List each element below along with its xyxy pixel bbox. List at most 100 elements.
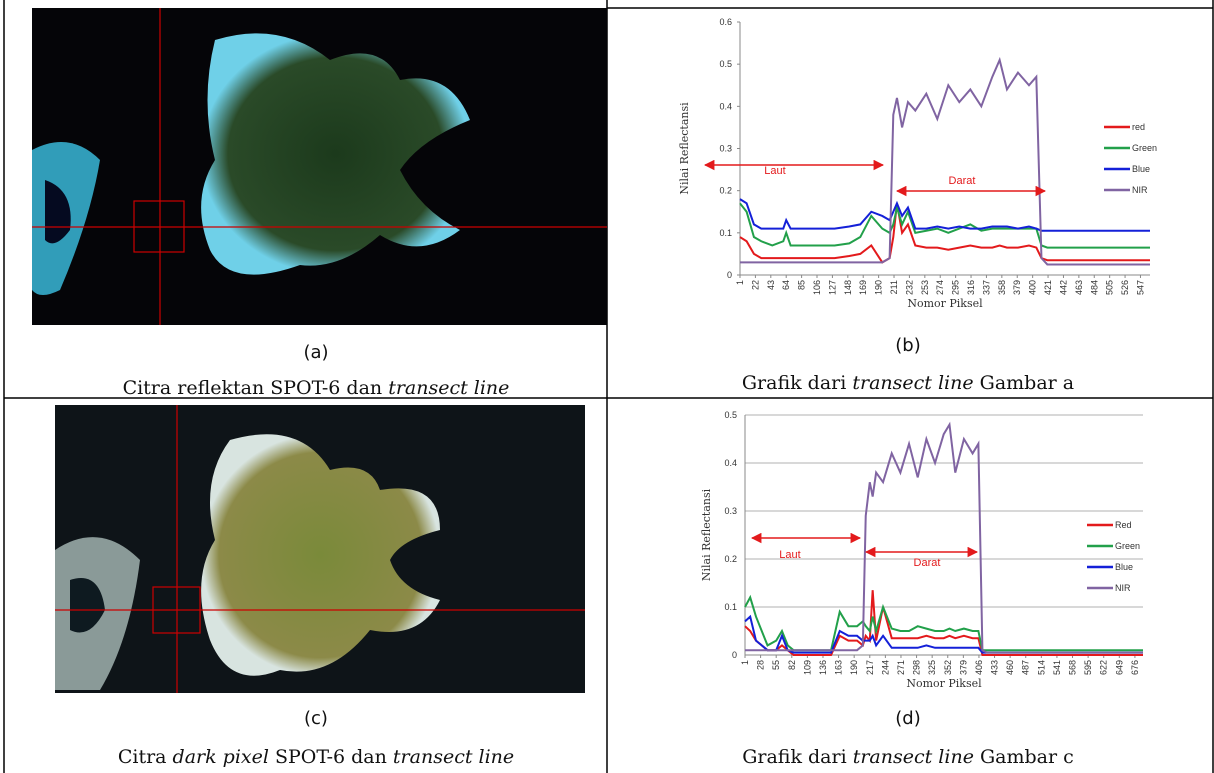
y-tick-label: 0.1 [719, 228, 732, 238]
x-tick-label: 190 [849, 660, 859, 675]
x-tick-label: 82 [787, 660, 797, 670]
page: (a) Citra reflektan SPOT-6 dan transect … [0, 0, 1214, 773]
series-line [745, 597, 1143, 650]
x-tick-label: 1 [740, 660, 750, 665]
x-tick-label: 163 [834, 660, 844, 675]
y-tick-label: 0 [732, 650, 737, 660]
legend-label: NIR [1132, 185, 1148, 195]
annotation: Darat [949, 175, 976, 187]
x-tick-label: 337 [981, 280, 991, 295]
legend-label: Blue [1115, 562, 1133, 572]
x-tick-label: 271 [896, 660, 906, 675]
x-tick-label: 244 [880, 660, 890, 675]
caption-part: Gambar c [974, 746, 1074, 768]
caption-part: SPOT-6 dan [269, 746, 393, 768]
y-tick-label: 0 [727, 270, 732, 280]
x-axis-label: Nomor Piksel [907, 297, 983, 310]
x-tick-label: 352 [943, 660, 953, 675]
annotation: Laut [779, 549, 800, 561]
x-tick-label: 274 [935, 280, 945, 295]
x-tick-label: 1 [735, 280, 745, 285]
x-tick-label: 85 [797, 280, 807, 290]
caption-part: Citra [118, 746, 173, 768]
series-line [745, 617, 1143, 653]
legend-label: NIR [1115, 583, 1131, 593]
legend-label: Red [1115, 520, 1132, 530]
y-tick-label: 0.1 [724, 602, 737, 612]
y-tick-label: 0.6 [719, 17, 732, 27]
x-tick-label: 22 [750, 280, 760, 290]
caption: Citra reflektan SPOT-6 dan transect line [123, 377, 510, 399]
x-tick-label: 433 [990, 660, 1000, 675]
caption-part: transect line [393, 746, 514, 768]
x-tick-label: 568 [1068, 660, 1078, 675]
x-tick-label: 421 [1043, 280, 1053, 295]
panel-label: (d) [895, 708, 920, 729]
x-tick-label: 325 [927, 660, 937, 675]
x-tick-label: 298 [912, 660, 922, 675]
x-tick-label: 28 [756, 660, 766, 670]
caption: Grafik dari transect line Gambar a [742, 372, 1074, 394]
image-a [32, 8, 607, 325]
x-tick-label: 295 [951, 280, 961, 295]
series-line [740, 203, 1150, 262]
caption-part: Grafik dari [742, 746, 853, 768]
y-tick-label: 0.2 [719, 186, 732, 196]
legend-label: Blue [1132, 164, 1150, 174]
x-tick-label: 526 [1120, 280, 1130, 295]
x-tick-label: 379 [1012, 280, 1022, 295]
x-tick-label: 136 [818, 660, 828, 675]
y-tick-label: 0.4 [724, 458, 737, 468]
series-line [740, 203, 1150, 247]
caption-part: transect line [853, 746, 974, 768]
x-tick-label: 595 [1083, 660, 1093, 675]
x-tick-label: 460 [1005, 660, 1015, 675]
y-tick-label: 0.4 [719, 101, 732, 111]
caption: Grafik dari transect line Gambar c [742, 746, 1074, 768]
series-line [745, 590, 1143, 655]
series-line [740, 60, 1150, 265]
y-tick-label: 0.3 [724, 506, 737, 516]
caption: Citra dark pixel SPOT-6 dan transect lin… [118, 746, 514, 768]
legend-label: red [1132, 122, 1145, 132]
caption-part: transect line [852, 372, 973, 394]
x-tick-label: 676 [1130, 660, 1140, 675]
panel-label: (a) [303, 342, 328, 363]
x-tick-label: 649 [1114, 660, 1124, 675]
annotation: Laut [764, 165, 785, 177]
x-tick-label: 64 [781, 280, 791, 290]
x-tick-label: 253 [920, 280, 930, 295]
image-c [55, 405, 585, 693]
x-tick-label: 487 [1021, 660, 1031, 675]
x-tick-label: 169 [858, 280, 868, 295]
x-tick-label: 211 [889, 280, 899, 294]
x-tick-label: 505 [1105, 280, 1115, 295]
x-tick-label: 190 [874, 280, 884, 295]
x-tick-label: 622 [1099, 660, 1109, 675]
legend-label: Green [1132, 143, 1157, 153]
y-axis-label: Nilai Reflectansi [678, 102, 691, 195]
caption-part: Gambar a [974, 372, 1075, 394]
x-tick-label: 463 [1074, 280, 1084, 295]
caption-part: dark pixel [173, 746, 269, 768]
x-tick-label: 379 [958, 660, 968, 675]
x-tick-label: 55 [771, 660, 781, 670]
x-tick-label: 43 [766, 280, 776, 290]
x-tick-label: 547 [1135, 280, 1145, 295]
y-tick-label: 0.5 [724, 410, 737, 420]
x-tick-label: 106 [812, 280, 822, 295]
x-tick-label: 148 [843, 280, 853, 295]
x-tick-label: 232 [904, 280, 914, 295]
x-tick-label: 484 [1089, 280, 1099, 295]
caption-part: Grafik dari [742, 372, 853, 394]
series-line [740, 199, 1150, 231]
x-tick-label: 127 [827, 280, 837, 295]
caption-part: Citra reflektan SPOT-6 dan [123, 377, 389, 399]
x-tick-label: 109 [802, 660, 812, 675]
x-tick-label: 217 [865, 660, 875, 675]
y-tick-label: 0.2 [724, 554, 737, 564]
y-tick-label: 0.3 [719, 144, 732, 154]
x-tick-label: 442 [1058, 280, 1068, 295]
panel-label: (b) [895, 335, 920, 356]
x-tick-label: 316 [966, 280, 976, 295]
